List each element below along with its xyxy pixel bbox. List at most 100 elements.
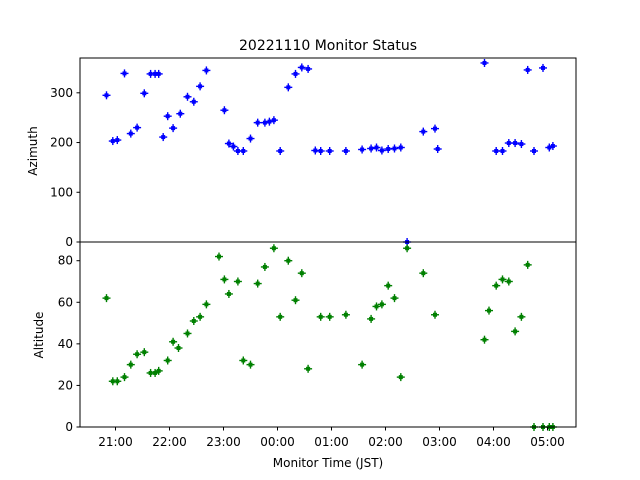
altitude-data-point xyxy=(284,256,293,265)
azimuth-y-tick: 200 xyxy=(50,136,80,150)
azimuth-data-point xyxy=(220,106,229,115)
x-tick-label: 01:00 xyxy=(314,435,349,449)
altitude-data-point xyxy=(377,300,386,309)
altitude-data-point xyxy=(113,377,122,386)
x-tick-label: 04:00 xyxy=(476,435,511,449)
chart-title: 20221110 Monitor Status xyxy=(239,38,417,54)
azimuth-data-point xyxy=(163,112,172,121)
altitude-data-point xyxy=(154,366,163,375)
azimuth-panel: 0 100 200 300 Azimuth xyxy=(26,57,577,249)
altitude-data-point xyxy=(367,314,376,323)
azimuth-data-point xyxy=(196,82,205,91)
altitude-data-point xyxy=(358,360,367,369)
x-tick: 00:00 xyxy=(260,427,295,449)
altitude-data-point xyxy=(140,348,149,357)
x-axis-label: Monitor Time (JST) xyxy=(273,456,383,470)
azimuth-data-point xyxy=(202,66,211,75)
altitude-data-point xyxy=(163,356,172,365)
altitude-y-ticks: 0 20 40 60 80 xyxy=(58,254,80,434)
altitude-data-point xyxy=(183,329,192,338)
altitude-data-point xyxy=(246,360,255,369)
altitude-data-point xyxy=(189,316,198,325)
altitude-data-point xyxy=(269,244,278,253)
azimuth-data-point xyxy=(419,127,428,136)
azimuth-data-point xyxy=(390,144,399,153)
altitude-data-point xyxy=(253,279,262,288)
azimuth-y-tick-label: 0 xyxy=(65,235,73,249)
x-tick: 04:00 xyxy=(476,427,511,449)
azimuth-data-point xyxy=(523,65,532,74)
azimuth-data-point xyxy=(316,146,325,155)
altitude-data-point xyxy=(504,277,513,286)
x-tick-label: 02:00 xyxy=(368,435,403,449)
azimuth-data-point xyxy=(284,83,293,92)
azimuth-data-point xyxy=(396,143,405,152)
x-tick: 23:00 xyxy=(206,427,241,449)
x-tick: 03:00 xyxy=(422,427,457,449)
altitude-data-point xyxy=(316,312,325,321)
x-tick-label: 03:00 xyxy=(422,435,457,449)
altitude-data-point xyxy=(215,252,223,261)
altitude-data-point xyxy=(419,269,428,278)
altitude-data-point xyxy=(498,275,507,284)
altitude-data-point xyxy=(492,281,501,290)
altitude-y-tick: 40 xyxy=(58,337,80,351)
altitude-data-point xyxy=(233,277,242,286)
altitude-y-tick: 80 xyxy=(58,254,80,268)
azimuth-y-tick: 300 xyxy=(50,86,80,100)
altitude-y-tick-label: 0 xyxy=(65,420,73,434)
azimuth-data-point xyxy=(126,129,135,138)
azimuth-data-point xyxy=(253,118,262,127)
azimuth-y-tick-label: 100 xyxy=(50,185,73,199)
altitude-data-point xyxy=(196,312,205,321)
x-tick-label: 21:00 xyxy=(98,435,133,449)
altitude-data-point xyxy=(372,302,381,311)
azimuth-data-point xyxy=(169,124,178,133)
x-tick-label: 05:00 xyxy=(530,435,565,449)
azimuth-data-point xyxy=(265,117,274,126)
azimuth-data-point xyxy=(377,146,386,155)
altitude-data-point xyxy=(291,296,300,305)
azimuth-data-point xyxy=(246,134,255,143)
altitude-y-tick-label: 40 xyxy=(58,337,73,351)
x-tick: 22:00 xyxy=(152,427,187,449)
altitude-data-point xyxy=(169,337,178,346)
altitude-data-point xyxy=(485,306,493,315)
altitude-data-point xyxy=(260,262,269,271)
x-axis-ticks: 21:00 22:00 23:00 00:00 01:00 02:00 03:00 04:00… xyxy=(98,427,565,449)
altitude-data-point xyxy=(120,373,129,382)
altitude-data-point xyxy=(102,294,111,303)
altitude-data-point xyxy=(511,327,520,336)
altitude-y-tick-label: 80 xyxy=(58,254,73,268)
azimuth-data-point xyxy=(297,63,306,72)
azimuth-data-point xyxy=(358,145,367,154)
altitude-data-point xyxy=(224,289,233,298)
azimuth-data-point xyxy=(154,69,163,78)
azimuth-data-point xyxy=(304,64,313,73)
azimuth-data-point xyxy=(530,146,538,155)
azimuth-y-ticks: 0 100 200 300 xyxy=(50,86,80,249)
altitude-y-tick: 60 xyxy=(58,295,80,309)
altitude-data-point xyxy=(174,344,183,353)
altitude-data-point xyxy=(297,269,306,278)
azimuth-data-point xyxy=(511,139,520,148)
azimuth-y-tick: 0 xyxy=(65,235,80,249)
azimuth-data-point xyxy=(120,69,129,78)
azimuth-data-point xyxy=(189,97,198,106)
azimuth-data-point xyxy=(325,146,334,155)
azimuth-y-tick: 100 xyxy=(50,185,80,199)
altitude-data-point xyxy=(523,260,532,269)
azimuth-data-point xyxy=(539,63,547,72)
x-tick-label: 23:00 xyxy=(206,435,241,449)
azimuth-data-point xyxy=(291,69,300,78)
azimuth-data-point xyxy=(183,92,192,101)
altitude-data-point xyxy=(431,310,439,319)
altitude-axis-label: Altitude xyxy=(32,312,46,359)
altitude-panel: 0 20 40 60 80 Altitude xyxy=(32,241,577,434)
azimuth-y-tick-label: 300 xyxy=(50,86,73,100)
altitude-data-point xyxy=(133,350,142,359)
x-tick: 02:00 xyxy=(368,427,403,449)
azimuth-points xyxy=(102,58,557,246)
altitude-plot-frame xyxy=(79,241,577,428)
